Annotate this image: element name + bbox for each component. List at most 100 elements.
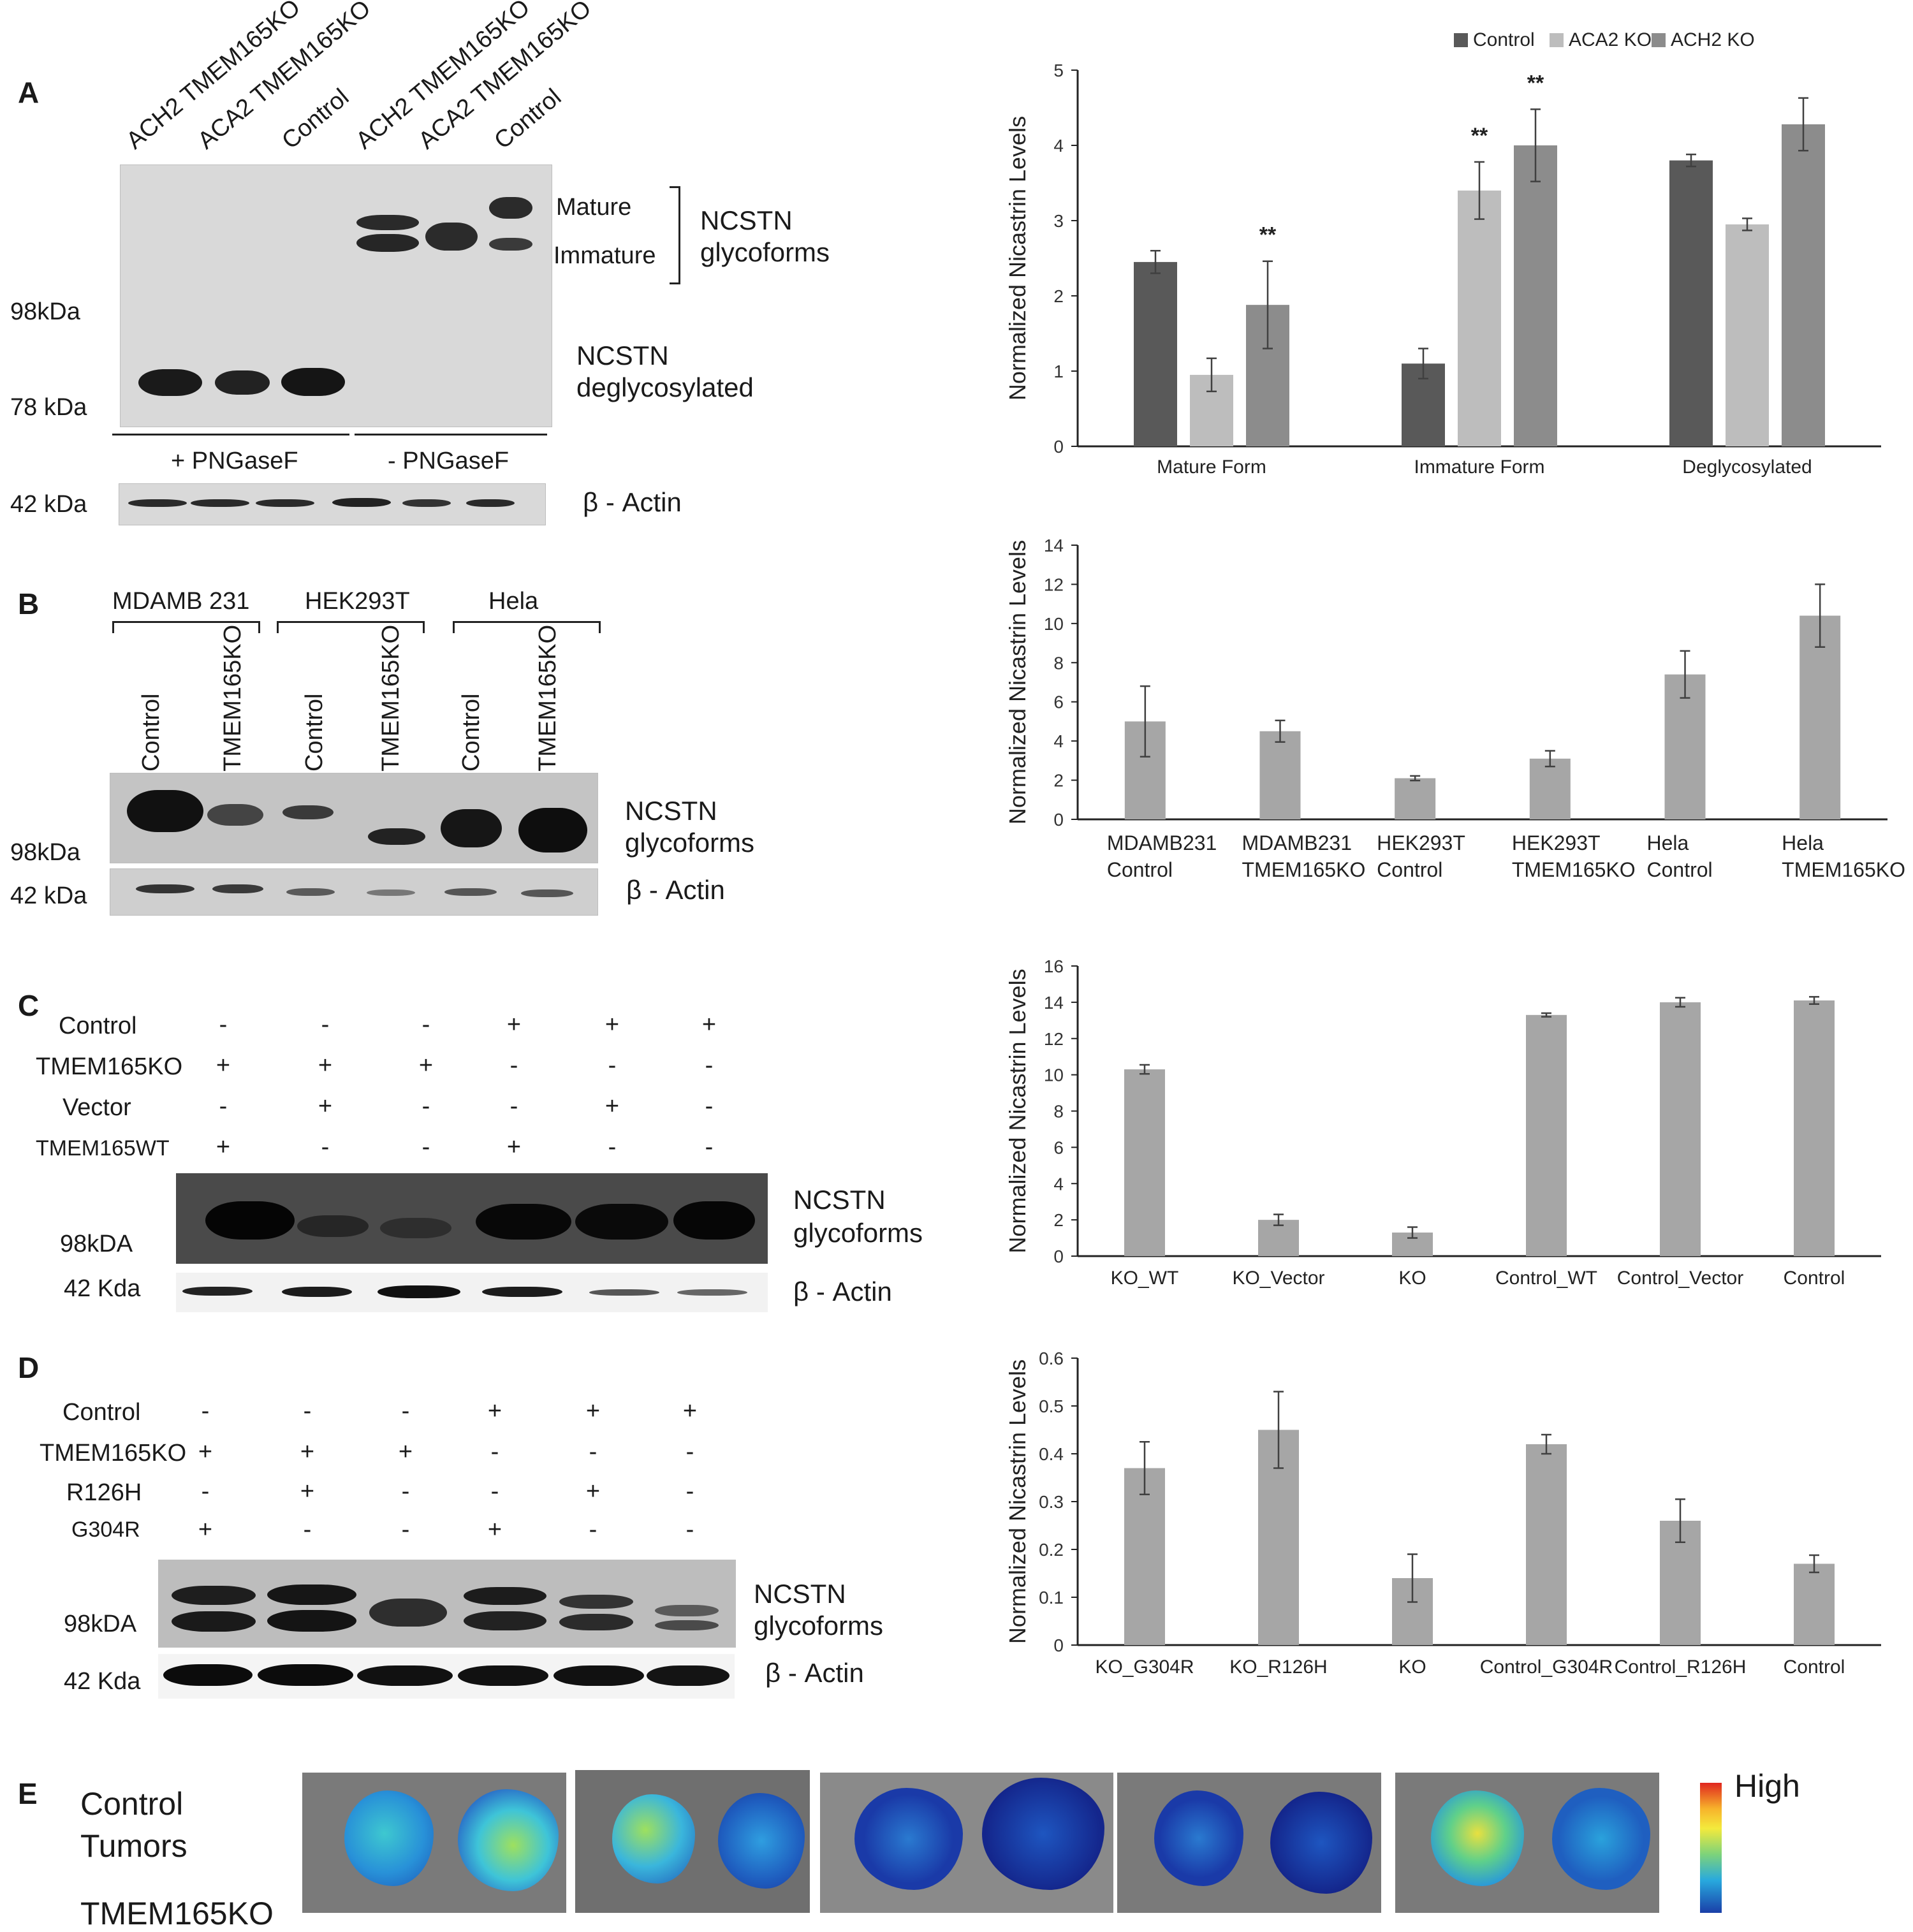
y-tick-label: 2	[1053, 286, 1064, 306]
x-tick-label: Control_G304R	[1480, 1657, 1613, 1678]
pngase-line-plus	[112, 434, 349, 435]
blot-a-actin	[119, 483, 546, 525]
row-label: G304R	[71, 1518, 140, 1542]
panel-a-letter: A	[18, 76, 40, 109]
y-tick-label: 0.2	[1039, 1540, 1064, 1560]
x-tick-label: Control	[1107, 858, 1173, 881]
glyco-label-1: NCSTN	[754, 1579, 846, 1609]
treatment-sign: -	[421, 1011, 430, 1038]
treatment-sign: +	[216, 1052, 231, 1079]
x-tick-label: Control	[1784, 1657, 1845, 1678]
mw-42: 42 Kda	[64, 1668, 141, 1695]
legend-swatch	[1454, 33, 1468, 47]
treatment-sign: +	[701, 1011, 717, 1038]
blot-b-actin	[110, 868, 598, 916]
bar	[1124, 1069, 1165, 1256]
colorbar-high-label: High	[1734, 1768, 1800, 1804]
x-tick-label: Control_WT	[1495, 1268, 1597, 1289]
heat-colorbar	[1700, 1783, 1722, 1913]
group-label: Hela	[488, 588, 539, 615]
pngase-line-minus	[355, 434, 547, 435]
x-tick-label: KO_Vector	[1232, 1268, 1324, 1289]
y-tick-label: 0	[1053, 1247, 1064, 1266]
treatment-sign: -	[219, 1093, 228, 1120]
treatment-sign: -	[201, 1398, 210, 1424]
bar	[1726, 224, 1769, 446]
x-tick-label: MDAMB231	[1107, 831, 1217, 854]
x-tick-label: Control	[1784, 1268, 1845, 1289]
row-label: TMEM165WT	[36, 1136, 170, 1160]
legend-label: ACH2 KO	[1671, 29, 1755, 50]
bar	[1395, 778, 1436, 819]
chart-cell-lines: 0 2 4 6 8 10 12 14 Normalized Nicastrin Levels MD…	[1004, 536, 1905, 881]
y-tick-label: 0.6	[1039, 1349, 1064, 1368]
lane-label: TMEM165KO	[534, 624, 561, 772]
bar	[1124, 1468, 1165, 1645]
treatment-sign: -	[589, 1438, 597, 1465]
treatment-sign: -	[705, 1052, 714, 1079]
group-bracket	[453, 621, 601, 633]
bar	[1794, 1563, 1835, 1645]
actin-label: β - Actin	[583, 487, 682, 517]
glyco-label-2: glycoforms	[793, 1218, 923, 1248]
tumor-image	[820, 1773, 1113, 1913]
y-tick-label: 16	[1044, 956, 1064, 976]
x-tick-label: TMEM165KO	[1512, 858, 1636, 881]
panel-e-letter: E	[18, 1777, 38, 1810]
treatment-sign: -	[321, 1011, 330, 1038]
treatment-sign: +	[198, 1516, 213, 1543]
x-tick-label: HEK293T	[1377, 831, 1465, 854]
row-label: R126H	[66, 1479, 142, 1506]
treatment-sign: +	[300, 1438, 315, 1465]
treatment-sign: +	[506, 1134, 522, 1160]
bar	[1529, 758, 1571, 819]
significance-mark: **	[1259, 223, 1277, 247]
tumor-image	[302, 1773, 566, 1913]
treatment-sign: +	[398, 1438, 413, 1465]
y-tick-label: 14	[1044, 993, 1064, 1013]
bracket	[670, 186, 680, 284]
treatment-sign: -	[509, 1052, 518, 1079]
treatment-sign: +	[487, 1398, 502, 1424]
y-tick-label: 8	[1053, 1102, 1064, 1122]
treatment-sign: +	[216, 1134, 231, 1160]
x-tick-label: Hela	[1782, 831, 1824, 854]
mw-98: 98kDa	[10, 298, 80, 325]
treatment-sign: -	[685, 1516, 694, 1543]
treatment-sign: -	[685, 1438, 694, 1465]
y-tick-label: 6	[1053, 1138, 1064, 1157]
y-tick-label: 14	[1044, 536, 1064, 555]
glyco-label-2: glycoforms	[700, 237, 830, 267]
x-tick-label: Control	[1647, 858, 1713, 881]
row-label: Control	[62, 1399, 141, 1426]
x-tick-label: Control	[1377, 858, 1442, 881]
legend-swatch	[1652, 33, 1666, 47]
treatment-sign: -	[685, 1478, 694, 1505]
group-bracket	[112, 621, 260, 633]
x-tick-label: HEK293T	[1512, 831, 1601, 854]
chart-mutants: 0 0.1 0.2 0.3 0.4 0.5 0.6 Normalized Nicastrin …	[1004, 1349, 1881, 1678]
significance-mark: **	[1471, 124, 1488, 148]
treatment-sign: -	[303, 1516, 312, 1543]
mw-98: 98kDA	[64, 1611, 137, 1637]
mature-label: Mature	[556, 194, 632, 221]
treatment-sign: -	[608, 1052, 617, 1079]
x-tick-label: TMEM165KO	[1242, 858, 1366, 881]
y-tick-label: 4	[1053, 731, 1064, 751]
treatment-sign: -	[608, 1134, 617, 1160]
panel-d-letter: D	[18, 1351, 40, 1384]
glyco-label-2: glycoforms	[625, 828, 755, 858]
bar	[1514, 145, 1557, 446]
y-tick-label: 0	[1053, 810, 1064, 830]
treatment-sign: -	[401, 1516, 410, 1543]
mw-42: 42 Kda	[64, 1275, 141, 1302]
y-tick-label: 0.5	[1039, 1396, 1064, 1416]
row-label-1a: Control	[80, 1786, 184, 1822]
blot-c-actin	[176, 1273, 768, 1312]
degly-label-1: NCSTN	[576, 340, 669, 370]
treatment-sign: -	[401, 1478, 410, 1505]
degly-label-2: deglycosylated	[576, 372, 754, 402]
bar	[1526, 1444, 1567, 1645]
y-tick-label: 0.3	[1039, 1492, 1064, 1512]
y-tick-label: 2	[1053, 771, 1064, 791]
